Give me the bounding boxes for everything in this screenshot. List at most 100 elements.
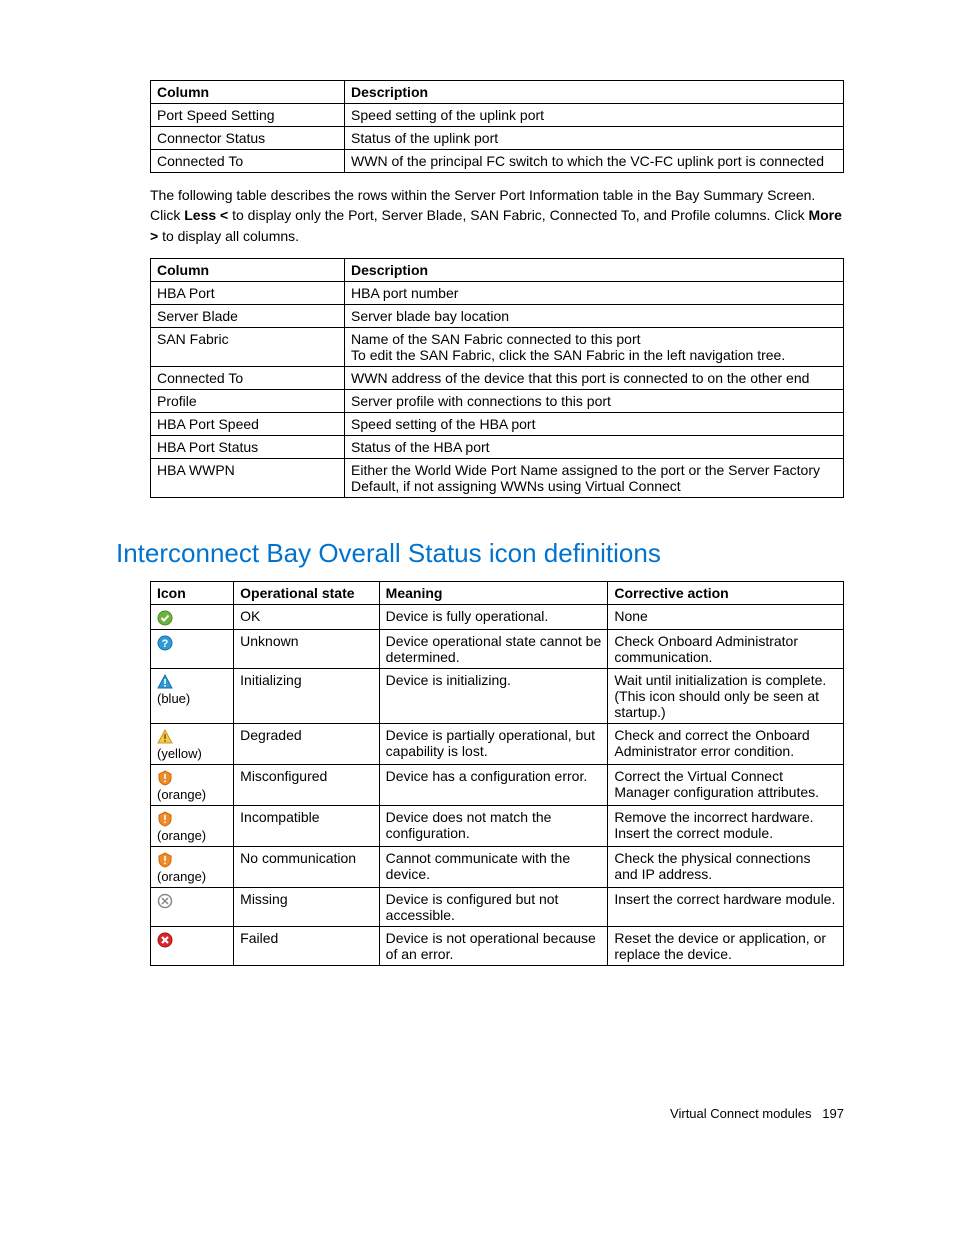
icon-color-note: (orange) bbox=[157, 787, 206, 802]
table-row: ProfileServer profile with connections t… bbox=[151, 389, 844, 412]
document-page: Column Description Port Speed SettingSpe… bbox=[0, 0, 954, 1181]
icon-color-note: (orange) bbox=[157, 869, 206, 884]
table-header: Corrective action bbox=[608, 581, 844, 604]
icon-color-note: (blue) bbox=[157, 691, 190, 706]
icon-cell: (orange) bbox=[151, 805, 234, 846]
table-row: OKDevice is fully operational.None bbox=[151, 604, 844, 629]
table-row: FailedDevice is not operational because … bbox=[151, 926, 844, 965]
operational-state-cell: No communication bbox=[234, 846, 380, 887]
table-header: Description bbox=[345, 258, 844, 281]
meaning-cell: Device does not match the configuration. bbox=[379, 805, 608, 846]
table-row: (orange) MisconfiguredDevice has a config… bbox=[151, 764, 844, 805]
meaning-cell: Device has a configuration error. bbox=[379, 764, 608, 805]
meaning-cell: Device operational state cannot be deter… bbox=[379, 629, 608, 668]
table-row: ? UnknownDevice operational state cannot … bbox=[151, 629, 844, 668]
table-row: HBA WWPNEither the World Wide Port Name … bbox=[151, 458, 844, 497]
footer-page-number: 197 bbox=[822, 1106, 844, 1121]
text: to display all columns. bbox=[158, 228, 299, 244]
icon-cell: (orange) bbox=[151, 764, 234, 805]
table-header: Column bbox=[151, 258, 345, 281]
table-cell: Server blade bay location bbox=[345, 304, 844, 327]
table-header: Description bbox=[345, 81, 844, 104]
table-cell: Either the World Wide Port Name assigned… bbox=[345, 458, 844, 497]
table-row: HBA Port SpeedSpeed setting of the HBA p… bbox=[151, 412, 844, 435]
table-row: Server BladeServer blade bay location bbox=[151, 304, 844, 327]
table-cell: SAN Fabric bbox=[151, 327, 345, 366]
table-row: Port Speed SettingSpeed setting of the u… bbox=[151, 104, 844, 127]
unknown-icon: ? bbox=[157, 635, 173, 651]
page-footer: Virtual Connect modules 197 bbox=[150, 1106, 844, 1121]
status-icon-wrap bbox=[157, 672, 173, 689]
corrective-action-cell: Insert the correct hardware module. bbox=[608, 887, 844, 926]
corrective-action-cell: Wait until initialization is complete. (… bbox=[608, 668, 844, 723]
table-cell: Connected To bbox=[151, 150, 345, 173]
shield-orange-icon bbox=[157, 770, 173, 786]
uplink-port-columns-table: Column Description Port Speed SettingSpe… bbox=[150, 80, 844, 173]
corrective-action-cell: Correct the Virtual Connect Manager conf… bbox=[608, 764, 844, 805]
meaning-cell: Device is not operational because of an … bbox=[379, 926, 608, 965]
table-cell: HBA Port Status bbox=[151, 435, 345, 458]
corrective-action-cell: Check the physical connections and IP ad… bbox=[608, 846, 844, 887]
table-row: SAN FabricName of the SAN Fabric connect… bbox=[151, 327, 844, 366]
table-row: Connected ToWWN address of the device th… bbox=[151, 366, 844, 389]
icon-cell: (orange) bbox=[151, 846, 234, 887]
table-cell: WWN of the principal FC switch to which … bbox=[345, 150, 844, 173]
meaning-cell: Device is initializing. bbox=[379, 668, 608, 723]
table-cell: Connected To bbox=[151, 366, 345, 389]
meaning-cell: Device is partially operational, but cap… bbox=[379, 723, 608, 764]
table-cell: HBA port number bbox=[345, 281, 844, 304]
status-icon-wrap bbox=[157, 809, 173, 826]
icon-color-note: (yellow) bbox=[157, 746, 202, 761]
failed-icon bbox=[157, 932, 173, 948]
server-port-columns-table: Column Description HBA PortHBA port numb… bbox=[150, 258, 844, 498]
table-cell: Speed setting of the HBA port bbox=[345, 412, 844, 435]
icon-cell bbox=[151, 887, 234, 926]
table-cell: Name of the SAN Fabric connected to this… bbox=[345, 327, 844, 366]
text: to display only the Port, Server Blade, … bbox=[228, 207, 808, 223]
table-cell: Status of the HBA port bbox=[345, 435, 844, 458]
icon-cell bbox=[151, 926, 234, 965]
table-cell: Server Blade bbox=[151, 304, 345, 327]
table-cell: Connector Status bbox=[151, 127, 345, 150]
icon-cell: ? bbox=[151, 629, 234, 668]
table-row: HBA Port StatusStatus of the HBA port bbox=[151, 435, 844, 458]
less-label: Less < bbox=[184, 207, 228, 223]
table-row: Connector StatusStatus of the uplink por… bbox=[151, 127, 844, 150]
operational-state-cell: OK bbox=[234, 604, 380, 629]
operational-state-cell: Degraded bbox=[234, 723, 380, 764]
icon-cell bbox=[151, 604, 234, 629]
corrective-action-cell: Check Onboard Administrator communicatio… bbox=[608, 629, 844, 668]
corrective-action-cell: Check and correct the Onboard Administra… bbox=[608, 723, 844, 764]
icon-color-note: (orange) bbox=[157, 828, 206, 843]
ok-icon bbox=[157, 610, 173, 626]
status-icon-wrap bbox=[157, 891, 173, 908]
table-row: (yellow) DegradedDevice is partially oper… bbox=[151, 723, 844, 764]
status-icon-wrap: ? bbox=[157, 633, 173, 650]
section-title: Interconnect Bay Overall Status icon def… bbox=[116, 538, 844, 569]
table-row: MissingDevice is configured but not acce… bbox=[151, 887, 844, 926]
table-header: Icon bbox=[151, 581, 234, 604]
operational-state-cell: Missing bbox=[234, 887, 380, 926]
table-cell: HBA Port bbox=[151, 281, 345, 304]
status-icon-wrap bbox=[157, 850, 173, 867]
table-cell: Status of the uplink port bbox=[345, 127, 844, 150]
table-row: (orange)No communicationCannot communica… bbox=[151, 846, 844, 887]
operational-state-cell: Unknown bbox=[234, 629, 380, 668]
operational-state-cell: Incompatible bbox=[234, 805, 380, 846]
status-icon-wrap bbox=[157, 609, 173, 626]
table-cell: Speed setting of the uplink port bbox=[345, 104, 844, 127]
table-header: Column bbox=[151, 81, 345, 104]
table-row: (blue)InitializingDevice is initializing… bbox=[151, 668, 844, 723]
corrective-action-cell: Remove the incorrect hardware. Insert th… bbox=[608, 805, 844, 846]
meaning-cell: Device is fully operational. bbox=[379, 604, 608, 629]
status-icon-definitions-table: Icon Operational state Meaning Correctiv… bbox=[150, 581, 844, 966]
table-cell: Port Speed Setting bbox=[151, 104, 345, 127]
table-cell: HBA WWPN bbox=[151, 458, 345, 497]
operational-state-cell: Misconfigured bbox=[234, 764, 380, 805]
table-cell: Server profile with connections to this … bbox=[345, 389, 844, 412]
warning-blue-icon bbox=[157, 674, 173, 690]
shield-orange-icon bbox=[157, 852, 173, 868]
status-icon-wrap bbox=[157, 727, 173, 744]
corrective-action-cell: None bbox=[608, 604, 844, 629]
table-header: Meaning bbox=[379, 581, 608, 604]
